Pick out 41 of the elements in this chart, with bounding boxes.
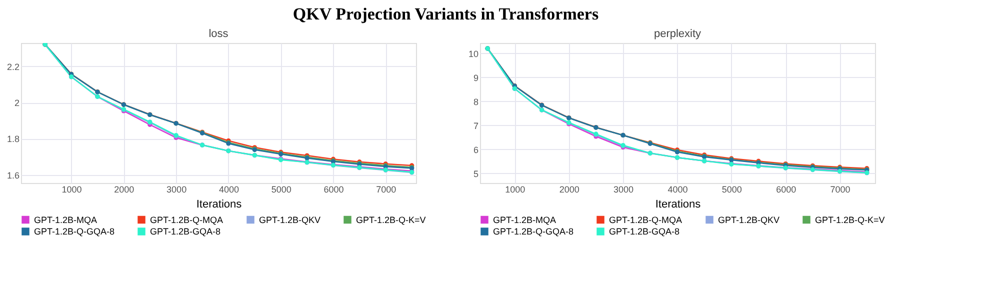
x-tick-label: 5000 xyxy=(271,184,292,194)
y-tick-label: 6 xyxy=(473,144,478,155)
x-tick-label: 3000 xyxy=(166,184,187,194)
chart-title: loss xyxy=(208,28,229,40)
legend-label: GPT-1.2B-Q-K=V xyxy=(356,214,426,225)
x-tick-label: 6000 xyxy=(776,184,796,194)
y-tick-label: 2.2 xyxy=(6,62,20,72)
x-tick-label: 4000 xyxy=(218,184,239,194)
x-axis-title: Iterations xyxy=(196,198,242,210)
y-tick-label: 9 xyxy=(473,72,478,83)
legend-label: GPT-1.2B-GQA-8 xyxy=(609,226,680,236)
x-tick-label: 2000 xyxy=(114,184,134,194)
legend-label: GPT-1.2B-QKV xyxy=(259,214,321,225)
x-tick-label: 1000 xyxy=(505,184,526,194)
y-tick-label: 7 xyxy=(473,120,478,131)
legend-label: GPT-1.2B-Q-MQA xyxy=(150,214,224,225)
x-tick-label: 7000 xyxy=(376,184,396,194)
legend-label: GPT-1.2B-QKV xyxy=(718,214,780,225)
x-tick-label: 4000 xyxy=(668,184,688,194)
x-tick-label: 3000 xyxy=(614,184,634,194)
legend-label: GPT-1.2B-Q-K=V xyxy=(815,214,885,225)
x-tick-label: 7000 xyxy=(830,184,850,194)
legend-label: GPT-1.2B-Q-GQA-8 xyxy=(34,226,115,236)
y-tick-label: 5 xyxy=(473,168,478,179)
text: QKV Projection Variants in Transformers xyxy=(292,4,599,24)
legend-label: GPT-1.2B-Q-GQA-8 xyxy=(493,226,574,236)
x-axis-title: Iterations xyxy=(655,198,702,210)
x-tick-label: 2000 xyxy=(559,184,580,194)
x-tick-label: 5000 xyxy=(722,184,742,194)
y-tick-label: 8 xyxy=(473,96,478,107)
y-tick-label: 2 xyxy=(14,98,20,108)
legend-label: GPT-1.2B-MQA xyxy=(34,214,98,225)
legend-label: GPT-1.2B-Q-MQA xyxy=(609,214,682,225)
y-tick-label: 1.8 xyxy=(6,134,20,144)
y-tick-label: 10 xyxy=(468,48,478,59)
y-tick-label: 1.6 xyxy=(6,170,20,180)
x-tick-label: 1000 xyxy=(62,184,82,194)
chart-title: perplexity xyxy=(654,28,702,40)
x-tick-label: 6000 xyxy=(324,184,344,194)
legend-label: GPT-1.2B-MQA xyxy=(493,214,556,225)
legend-label: GPT-1.2B-GQA-8 xyxy=(150,226,221,236)
